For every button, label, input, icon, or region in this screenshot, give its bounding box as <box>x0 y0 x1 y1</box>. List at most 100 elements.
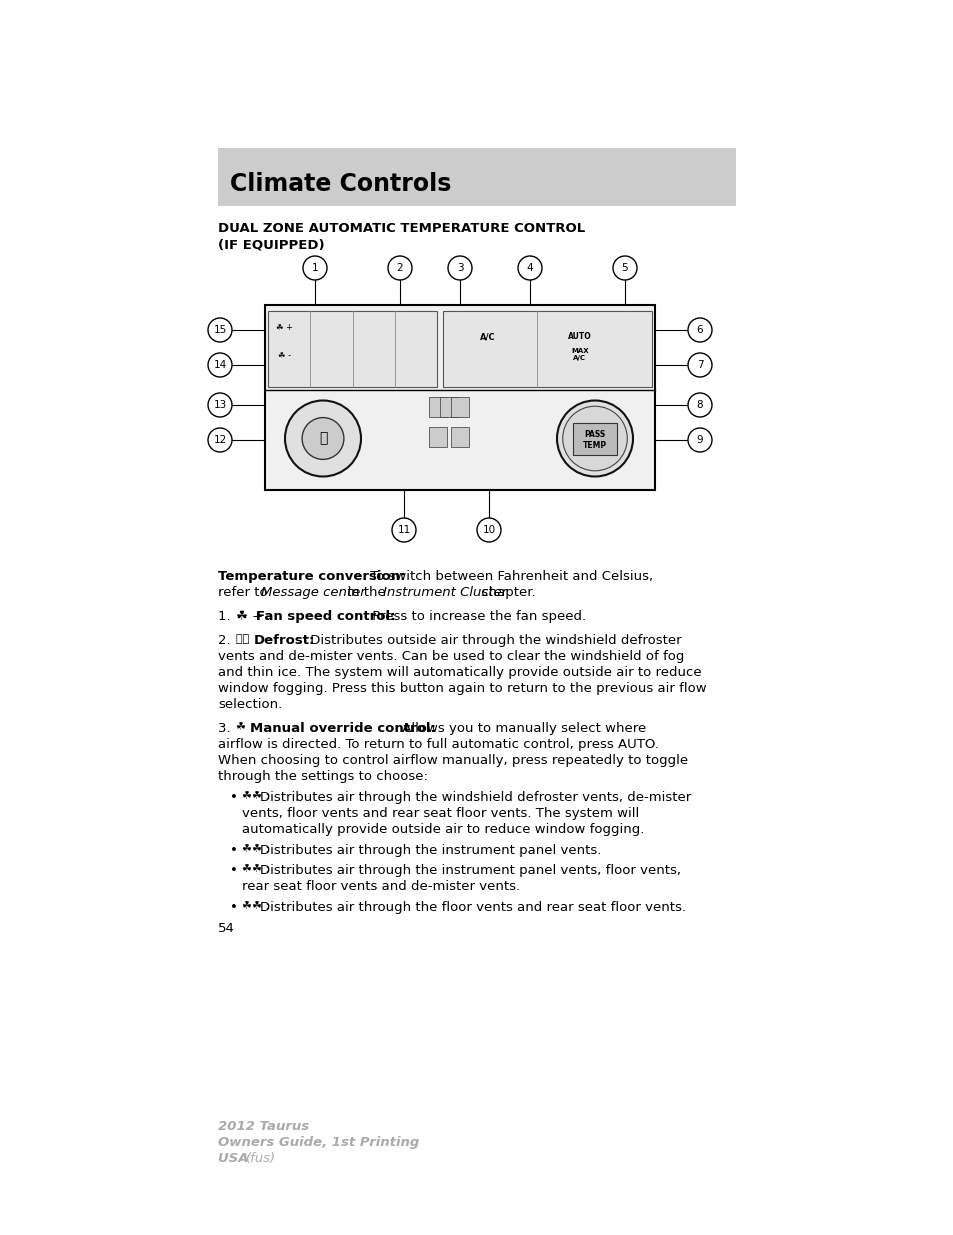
Text: 7: 7 <box>696 359 702 370</box>
Text: •: • <box>230 790 237 804</box>
Text: Distributes air through the windshield defroster vents, de-mister: Distributes air through the windshield d… <box>260 790 691 804</box>
Text: refer to: refer to <box>218 585 272 599</box>
Text: Message center: Message center <box>261 585 365 599</box>
Text: vents, floor vents and rear seat floor vents. The system will: vents, floor vents and rear seat floor v… <box>242 806 639 820</box>
Text: 1: 1 <box>312 263 318 273</box>
Circle shape <box>302 417 343 459</box>
Text: ☘☘ :: ☘☘ : <box>242 864 273 874</box>
Text: Distributes air through the instrument panel vents, floor vents,: Distributes air through the instrument p… <box>260 864 680 877</box>
FancyBboxPatch shape <box>573 422 617 454</box>
Circle shape <box>285 400 360 477</box>
Text: MAX
A/C: MAX A/C <box>571 348 588 361</box>
Circle shape <box>303 256 327 280</box>
Text: To switch between Fahrenheit and Celsius,: To switch between Fahrenheit and Celsius… <box>366 571 653 583</box>
Circle shape <box>687 393 711 417</box>
Circle shape <box>448 256 472 280</box>
Text: Owners Guide, 1st Printing: Owners Guide, 1st Printing <box>218 1136 419 1149</box>
Text: TEMP: TEMP <box>582 441 606 450</box>
Text: 15: 15 <box>213 325 227 335</box>
Text: Temperature conversion:: Temperature conversion: <box>218 571 405 583</box>
Circle shape <box>476 517 500 542</box>
Circle shape <box>613 256 637 280</box>
FancyBboxPatch shape <box>265 305 655 490</box>
Circle shape <box>392 517 416 542</box>
Text: Climate Controls: Climate Controls <box>230 172 451 196</box>
Text: •: • <box>230 844 237 857</box>
Text: Allows you to manually select where: Allows you to manually select where <box>397 722 645 735</box>
FancyBboxPatch shape <box>443 311 651 387</box>
Text: 10: 10 <box>482 525 495 535</box>
Text: in the: in the <box>343 585 390 599</box>
FancyBboxPatch shape <box>451 427 469 447</box>
Text: 6: 6 <box>696 325 702 335</box>
Text: 1.: 1. <box>218 610 234 622</box>
Text: and thin ice. The system will automatically provide outside air to reduce: and thin ice. The system will automatica… <box>218 666 700 679</box>
Circle shape <box>687 429 711 452</box>
Text: USA: USA <box>218 1152 253 1165</box>
Text: 13: 13 <box>213 400 227 410</box>
Text: ☘ +: ☘ + <box>276 324 294 332</box>
Text: 9: 9 <box>696 435 702 445</box>
Text: PASS: PASS <box>584 430 605 438</box>
FancyBboxPatch shape <box>218 148 735 206</box>
Text: DUAL ZONE AUTOMATIC TEMPERATURE CONTROL: DUAL ZONE AUTOMATIC TEMPERATURE CONTROL <box>218 222 584 235</box>
Text: vents and de-mister vents. Can be used to clear the windshield of fog: vents and de-mister vents. Can be used t… <box>218 650 683 663</box>
Text: 2: 2 <box>396 263 403 273</box>
Text: 3: 3 <box>456 263 463 273</box>
FancyBboxPatch shape <box>451 396 469 417</box>
Circle shape <box>687 353 711 377</box>
Text: selection.: selection. <box>218 698 282 711</box>
Text: 3.: 3. <box>218 722 234 735</box>
Circle shape <box>208 429 232 452</box>
Circle shape <box>557 400 633 477</box>
Text: A/C: A/C <box>479 332 495 341</box>
Text: rear seat floor vents and de-mister vents.: rear seat floor vents and de-mister vent… <box>242 881 519 893</box>
Text: Distributes air through the instrument panel vents.: Distributes air through the instrument p… <box>260 844 600 857</box>
Text: Defrost:: Defrost: <box>253 634 315 647</box>
Circle shape <box>687 317 711 342</box>
Text: 54: 54 <box>218 923 234 935</box>
FancyBboxPatch shape <box>439 396 457 417</box>
Text: 2012 Taurus: 2012 Taurus <box>218 1120 309 1132</box>
Text: airflow is directed. To return to full automatic control, press AUTO.: airflow is directed. To return to full a… <box>218 739 659 751</box>
Text: •: • <box>230 902 237 914</box>
Circle shape <box>208 393 232 417</box>
Text: window fogging. Press this button again to return to the previous air flow: window fogging. Press this button again … <box>218 682 706 695</box>
Circle shape <box>208 353 232 377</box>
FancyBboxPatch shape <box>428 427 446 447</box>
Text: Distributes outside air through the windshield defroster: Distributes outside air through the wind… <box>306 634 680 647</box>
Circle shape <box>562 406 627 471</box>
Text: 14: 14 <box>213 359 227 370</box>
Text: ⓉⓉ: ⓉⓉ <box>235 634 253 643</box>
Text: Manual override control:: Manual override control: <box>250 722 436 735</box>
Text: ☘☘ :: ☘☘ : <box>242 844 273 853</box>
FancyBboxPatch shape <box>428 396 446 417</box>
Text: ⏻: ⏻ <box>318 431 327 446</box>
Text: 5: 5 <box>621 263 628 273</box>
Circle shape <box>208 317 232 342</box>
Text: (fus): (fus) <box>246 1152 275 1165</box>
Text: 12: 12 <box>213 435 227 445</box>
Text: Instrument Cluster: Instrument Cluster <box>382 585 507 599</box>
Text: •: • <box>230 864 237 877</box>
Text: ☘☘ :: ☘☘ : <box>242 790 273 800</box>
Text: ☘☘ :: ☘☘ : <box>242 902 273 911</box>
Text: (IF EQUIPPED): (IF EQUIPPED) <box>218 238 324 251</box>
Circle shape <box>517 256 541 280</box>
Text: Distributes air through the floor vents and rear seat floor vents.: Distributes air through the floor vents … <box>260 902 685 914</box>
Text: 8: 8 <box>696 400 702 410</box>
Circle shape <box>388 256 412 280</box>
Text: 11: 11 <box>397 525 410 535</box>
Text: When choosing to control airflow manually, press repeatedly to toggle: When choosing to control airflow manuall… <box>218 755 687 767</box>
Text: through the settings to choose:: through the settings to choose: <box>218 769 428 783</box>
Text: automatically provide outside air to reduce window fogging.: automatically provide outside air to red… <box>242 823 643 836</box>
Text: ☘: ☘ <box>235 722 250 732</box>
Text: 2.: 2. <box>218 634 234 647</box>
Text: ☘ -: ☘ - <box>278 352 292 361</box>
Text: Press to increase the fan speed.: Press to increase the fan speed. <box>368 610 585 622</box>
FancyBboxPatch shape <box>268 311 437 387</box>
Text: AUTO: AUTO <box>567 332 591 341</box>
Text: Fan speed control:: Fan speed control: <box>255 610 395 622</box>
Text: 4: 4 <box>526 263 533 273</box>
Text: ☘ +: ☘ + <box>235 610 267 622</box>
